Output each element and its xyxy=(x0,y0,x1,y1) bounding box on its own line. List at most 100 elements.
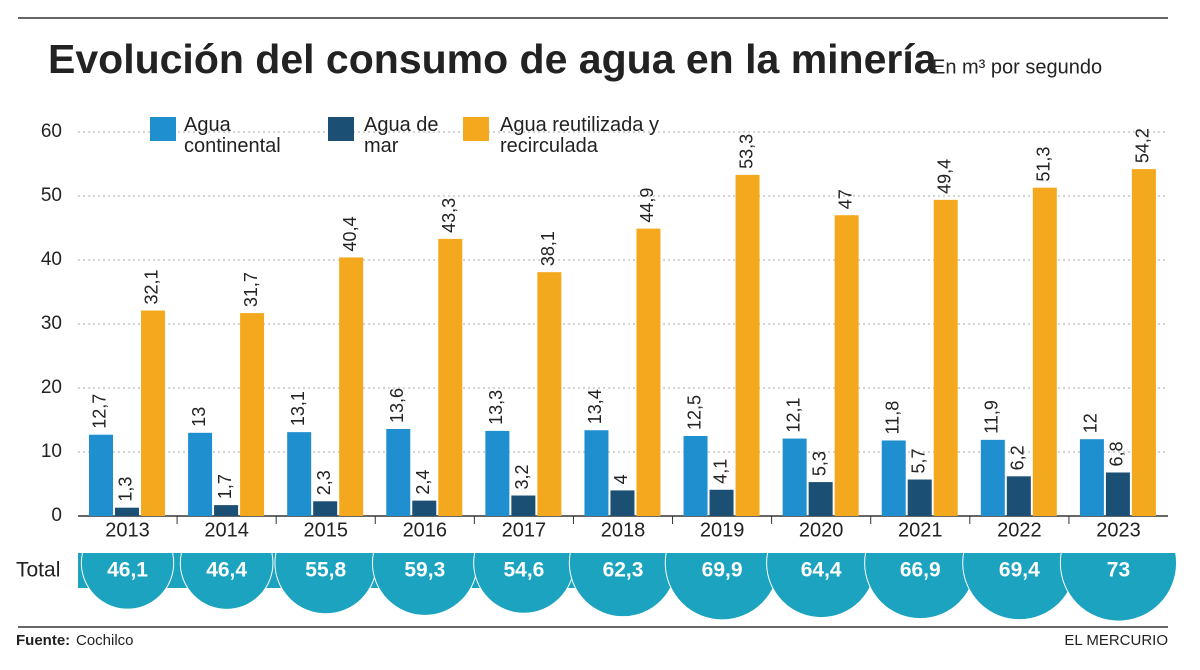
bar xyxy=(709,489,734,516)
value-label: 3,2 xyxy=(512,464,532,489)
value-label: 40,4 xyxy=(340,216,360,251)
bar xyxy=(287,432,312,516)
bar xyxy=(881,440,906,516)
value-label: 54,2 xyxy=(1133,128,1153,163)
bar xyxy=(386,428,411,516)
publisher: EL MERCURIO xyxy=(1064,632,1168,649)
value-label: 53,3 xyxy=(736,134,756,169)
value-label: 12 xyxy=(1081,413,1101,433)
value-label: 12,5 xyxy=(684,395,704,430)
value-label: 5,7 xyxy=(908,448,928,473)
x-tick-label: 2023 xyxy=(1096,519,1141,541)
bar xyxy=(683,436,708,516)
bar xyxy=(1006,476,1031,516)
bar xyxy=(584,430,609,516)
bar xyxy=(438,238,463,516)
y-tick-label: 10 xyxy=(41,441,62,462)
x-tick-label: 2021 xyxy=(898,519,943,541)
bar xyxy=(115,507,139,516)
value-label: 44,9 xyxy=(637,188,657,223)
bar xyxy=(89,434,113,516)
total-value-label: 73 xyxy=(1107,559,1130,582)
bar xyxy=(610,490,635,516)
value-label: 1,3 xyxy=(116,477,136,502)
total-value-label: 69,9 xyxy=(702,559,743,582)
total-value-label: 66,9 xyxy=(900,559,941,582)
legend-swatch xyxy=(328,117,354,141)
value-label: 13 xyxy=(189,407,209,427)
total-value-label: 59,3 xyxy=(404,559,445,582)
x-tick-label: 2017 xyxy=(502,519,547,541)
bar xyxy=(214,505,239,516)
total-value-label: 55,8 xyxy=(305,559,346,582)
legend-swatch xyxy=(150,117,176,141)
bar xyxy=(511,495,536,516)
total-value-label: 46,4 xyxy=(206,559,247,582)
value-label: 6,8 xyxy=(1107,441,1127,466)
legend-swatch xyxy=(463,117,489,141)
y-tick-label: 60 xyxy=(41,121,62,142)
y-tick-label: 20 xyxy=(41,377,62,398)
bar xyxy=(782,438,807,516)
value-label: 5,3 xyxy=(809,451,829,476)
y-tick-label: 50 xyxy=(41,185,62,206)
x-tick-label: 2022 xyxy=(997,519,1042,541)
total-value-label: 69,4 xyxy=(999,559,1040,582)
x-tick-label: 2013 xyxy=(105,519,150,541)
value-label: 12,7 xyxy=(90,394,110,429)
bar xyxy=(485,430,510,516)
bar xyxy=(636,228,661,516)
total-value-label: 62,3 xyxy=(603,559,644,582)
bar xyxy=(313,501,338,516)
x-tick-label: 2018 xyxy=(601,519,646,541)
value-label: 13,6 xyxy=(387,388,407,423)
value-label: 13,1 xyxy=(288,391,308,426)
x-tick-label: 2016 xyxy=(403,519,448,541)
value-label: 13,4 xyxy=(585,389,605,424)
x-tick-label: 2020 xyxy=(799,519,844,541)
value-label: 47 xyxy=(835,189,855,209)
bar xyxy=(1032,187,1057,516)
bar xyxy=(735,174,760,516)
value-label: 51,3 xyxy=(1034,147,1054,182)
x-tick-label: 2019 xyxy=(700,519,745,541)
bar xyxy=(339,257,364,516)
bar xyxy=(933,199,958,516)
bar xyxy=(907,479,932,516)
value-label: 4,1 xyxy=(710,459,730,484)
total-value-label: 64,4 xyxy=(801,559,842,582)
bar xyxy=(1079,439,1104,516)
value-label: 38,1 xyxy=(538,231,558,266)
y-tick-label: 30 xyxy=(41,313,62,334)
bar xyxy=(537,272,562,516)
y-tick-label: 40 xyxy=(41,249,62,270)
value-label: 2,4 xyxy=(413,470,433,495)
legend-label: Agua continental xyxy=(184,114,281,157)
value-label: 32,1 xyxy=(142,270,162,305)
total-circle xyxy=(179,553,274,610)
total-circle xyxy=(80,553,175,610)
total-circle xyxy=(1059,553,1178,622)
value-label: 31,7 xyxy=(241,272,261,307)
value-label: 12,1 xyxy=(783,398,803,433)
bar xyxy=(412,500,437,516)
total-value-label: 46,1 xyxy=(107,559,148,582)
value-label: 13,3 xyxy=(486,390,506,425)
total-value-label: 54,6 xyxy=(503,559,544,582)
bar xyxy=(188,432,213,516)
bar xyxy=(834,215,859,516)
legend-label: Agua reutilizada y recirculada xyxy=(500,114,659,157)
value-label: 6,2 xyxy=(1008,445,1028,470)
chart-title: Evolución del consumo de agua en la mine… xyxy=(48,36,938,82)
value-label: 49,4 xyxy=(934,159,954,194)
value-label: 11,9 xyxy=(982,400,1002,434)
value-label: 1,7 xyxy=(215,474,235,499)
bar xyxy=(980,439,1005,516)
value-label: 11,8 xyxy=(882,401,902,435)
bar xyxy=(1131,169,1156,516)
chart-subtitle: En m³ por segundo xyxy=(932,56,1102,78)
value-label: 43,3 xyxy=(439,198,459,233)
total-label: Total xyxy=(16,559,60,582)
